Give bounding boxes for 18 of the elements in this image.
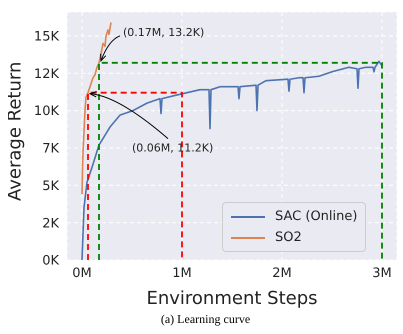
x-tick-label: 3M [372, 266, 392, 282]
x-tick-label: 0M [72, 266, 92, 282]
annotation: (0.06M, 11.2K) [132, 142, 214, 155]
y-tick-label: 0K [42, 254, 60, 269]
legend-label: SAC (Online) [274, 208, 358, 226]
y-tick-label: 12K [34, 66, 60, 82]
y-tick-label: 5K [42, 178, 60, 194]
annotation: (0.17M, 13.2K) [123, 26, 204, 39]
line-series [81, 22, 112, 196]
x-tick-label: 1M [172, 266, 192, 282]
legend-label: SO2 [274, 229, 303, 247]
y-tick-label: 7K [42, 142, 60, 157]
y-tick-label: 2K [42, 216, 60, 232]
text: (a) Learning curve [160, 312, 252, 327]
x-tick-label: 2M [272, 266, 292, 282]
y-tick-label: 10K [34, 104, 60, 120]
y-tick-label: 15K [34, 30, 60, 45]
x-axis-title: Environment Steps [146, 288, 318, 309]
